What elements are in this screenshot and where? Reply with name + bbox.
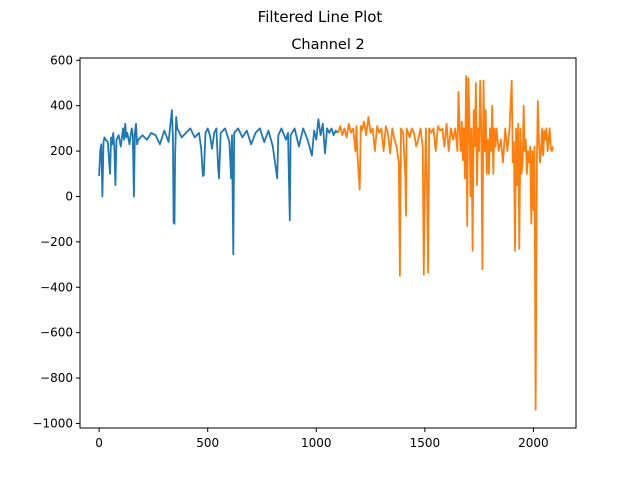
- plot-frame: [79, 57, 577, 429]
- y-tick-label: 0: [65, 189, 73, 203]
- chart-suptitle: Filtered Line Plot: [258, 8, 383, 26]
- y-tick-label: 200: [50, 144, 73, 158]
- y-tick-label: 400: [50, 99, 73, 113]
- x-axis: 0 500 1000 1500 2000: [95, 428, 549, 450]
- y-tick-label: 600: [50, 53, 73, 67]
- series-line-1: [98, 109, 339, 256]
- x-tick-label: 1500: [410, 436, 441, 450]
- x-tick-label: 500: [196, 436, 219, 450]
- x-tick-label: 1000: [301, 436, 332, 450]
- y-tick-label: −200: [40, 235, 73, 249]
- chart-title: Channel 2: [291, 37, 364, 53]
- series-line-2: [337, 75, 554, 411]
- y-axis: −1000 −800 −600 −400 −200 0 200 400 600: [32, 53, 80, 430]
- plot-lines: [98, 75, 554, 411]
- x-tick-label: 2000: [518, 436, 549, 450]
- x-tick-label: 0: [95, 436, 103, 450]
- y-tick-label: −800: [40, 371, 73, 385]
- y-tick-label: −1000: [32, 416, 73, 430]
- y-tick-label: −600: [40, 326, 73, 340]
- y-tick-label: −400: [40, 280, 73, 294]
